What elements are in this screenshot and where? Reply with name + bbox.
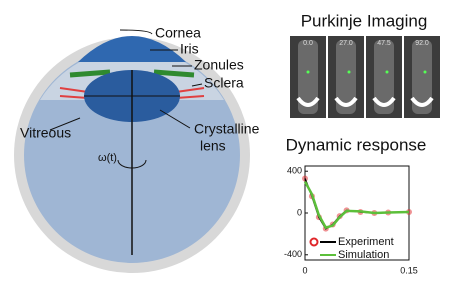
frame-label: 27.0 (339, 40, 353, 47)
label-vitreous: Vitreous (20, 125, 71, 141)
y-tick-label: 0 (297, 207, 302, 217)
label-cornea: Cornea (155, 25, 201, 41)
y-tick-label: -400 (284, 249, 302, 259)
figure: Cornea Iris Zonules Sclera Vitreous Crys… (0, 0, 452, 282)
label-rotation: ω(t) (98, 152, 117, 164)
y-tick-label: 400 (287, 166, 302, 176)
legend-label: Simulation (338, 249, 389, 261)
label-lens-1: Crystalline (194, 121, 260, 137)
label-iris: Iris (180, 41, 199, 57)
x-tick-label: 0.15 (400, 265, 418, 275)
reflection-dot (348, 71, 351, 74)
label-lens-2: lens (200, 138, 226, 154)
label-zonules: Zonules (194, 57, 244, 73)
x-tick-label: 0 (302, 265, 307, 275)
purkinje-title: Purkinje Imaging (301, 11, 428, 30)
reflection-dot (386, 71, 389, 74)
reflection-dot (307, 71, 310, 74)
label-sclera: Sclera (204, 75, 244, 91)
chart-title: Dynamic response (286, 135, 427, 154)
frame-label: 47.5 (377, 40, 391, 47)
frame-label: 92.0 (415, 40, 429, 47)
frame-label: 0.0 (303, 40, 313, 47)
legend-label: Experiment (338, 236, 394, 248)
reflection-dot (424, 71, 427, 74)
